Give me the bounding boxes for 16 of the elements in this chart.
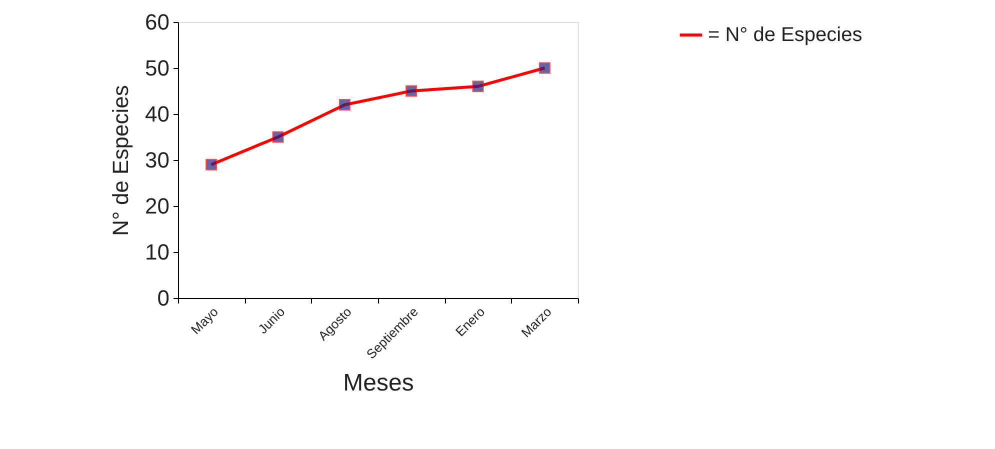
y-tick-label: 60 (145, 10, 170, 34)
y-tick-label: 0 (157, 286, 170, 310)
point (272, 131, 284, 143)
y-tick-label: 50 (145, 56, 170, 80)
y-tick-label: 40 (145, 102, 170, 126)
point (538, 62, 550, 74)
point (472, 80, 484, 92)
x-axis-title: Meses (343, 370, 414, 397)
legend-label: = N° de Especies (708, 24, 862, 46)
point (406, 85, 418, 97)
y-tick-label: 10 (145, 240, 170, 264)
point (206, 158, 218, 170)
y-tick-label: 20 (145, 194, 170, 218)
y-axis-title: N° de Especies (108, 85, 134, 236)
y-tick-label: 30 (145, 148, 170, 172)
point (338, 99, 350, 111)
